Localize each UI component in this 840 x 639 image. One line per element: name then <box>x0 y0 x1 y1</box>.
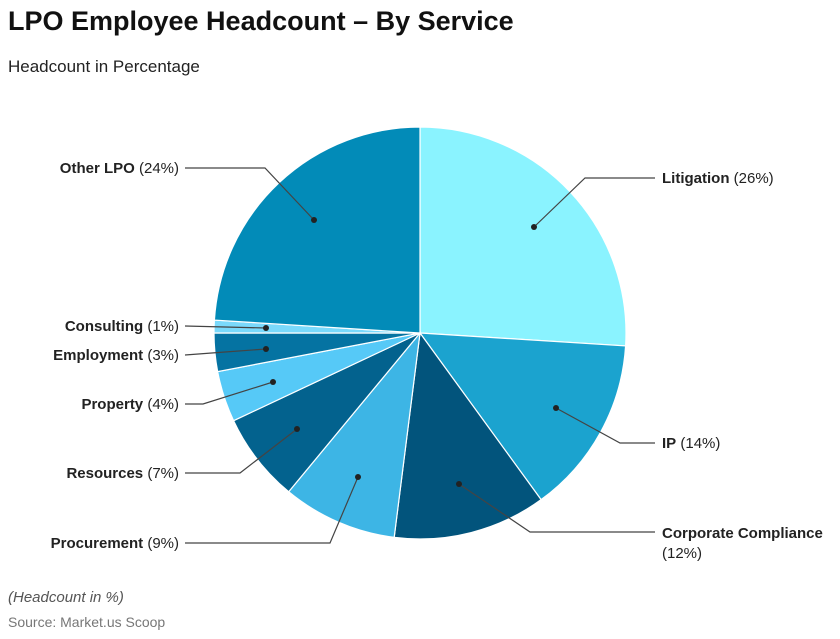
data-label-property: Property (4%) <box>81 396 179 413</box>
pie-slice-other-lpo <box>213 126 421 334</box>
label-percent: (26%) <box>730 170 774 187</box>
label-percent: (4%) <box>143 396 179 413</box>
data-label-ip: IP (14%) <box>662 435 720 452</box>
label-name: Corporate Compliance <box>662 525 823 542</box>
leader-line-resources <box>185 428 298 474</box>
data-label-procurement: Procurement (9%) <box>51 535 179 552</box>
label-name: Consulting <box>65 318 143 335</box>
data-label-consulting: Consulting (1%) <box>65 318 179 335</box>
leader-dot-property <box>270 379 276 385</box>
pie-slice-procurement <box>287 331 421 539</box>
leader-dot-litigation <box>531 224 537 230</box>
data-label-corporate-compliance: Corporate Compliance (12%) <box>662 525 823 562</box>
label-percent: (24%) <box>135 160 179 177</box>
leader-line-litigation <box>533 177 655 228</box>
leader-line-procurement <box>185 476 359 544</box>
label-name: Litigation <box>662 170 730 187</box>
label-name: Property <box>81 396 143 413</box>
leader-line-consulting <box>184 325 267 329</box>
label-name: Other LPO <box>60 160 135 177</box>
data-label-employment: Employment (3%) <box>53 347 179 364</box>
label-percent: (12%) <box>662 545 702 562</box>
leader-dot-consulting <box>263 325 269 331</box>
label-percent: (7%) <box>143 465 179 482</box>
leader-line-ip <box>555 407 655 444</box>
data-label-resources: Resources (7%) <box>66 465 179 482</box>
pie-slice-corporate-compliance <box>393 331 542 540</box>
data-label-other-lpo: Other LPO (24%) <box>60 160 179 177</box>
leader-dot-resources <box>294 426 300 432</box>
leader-line-other-lpo <box>185 167 315 221</box>
label-percent: (3%) <box>143 347 179 364</box>
chart-subtitle: Headcount in Percentage <box>8 57 200 76</box>
pie-slice-litigation <box>419 126 627 347</box>
leader-line-corporate-compliance <box>458 483 655 533</box>
leader-dot-ip <box>553 405 559 411</box>
label-name: IP <box>662 435 676 452</box>
label-percent: (1%) <box>143 318 179 335</box>
chart-source: Source: Market.us Scoop <box>8 614 166 630</box>
leader-dot-employment <box>263 346 269 352</box>
data-label-litigation: Litigation (26%) <box>662 170 774 187</box>
label-percent: (9%) <box>143 535 179 552</box>
label-name: Procurement <box>51 535 144 552</box>
leader-line-employment <box>184 348 267 356</box>
leader-line-property <box>185 381 274 405</box>
label-name: Resources <box>66 465 143 482</box>
label-percent: (14%) <box>676 435 720 452</box>
chart-title: LPO Employee Headcount – By Service <box>8 6 514 36</box>
chart-note: (Headcount in %) <box>8 589 124 606</box>
label-name: Employment <box>53 347 143 364</box>
leader-dot-procurement <box>355 474 361 480</box>
leader-dot-other-lpo <box>311 217 317 223</box>
leader-dot-corporate-compliance <box>456 481 462 487</box>
